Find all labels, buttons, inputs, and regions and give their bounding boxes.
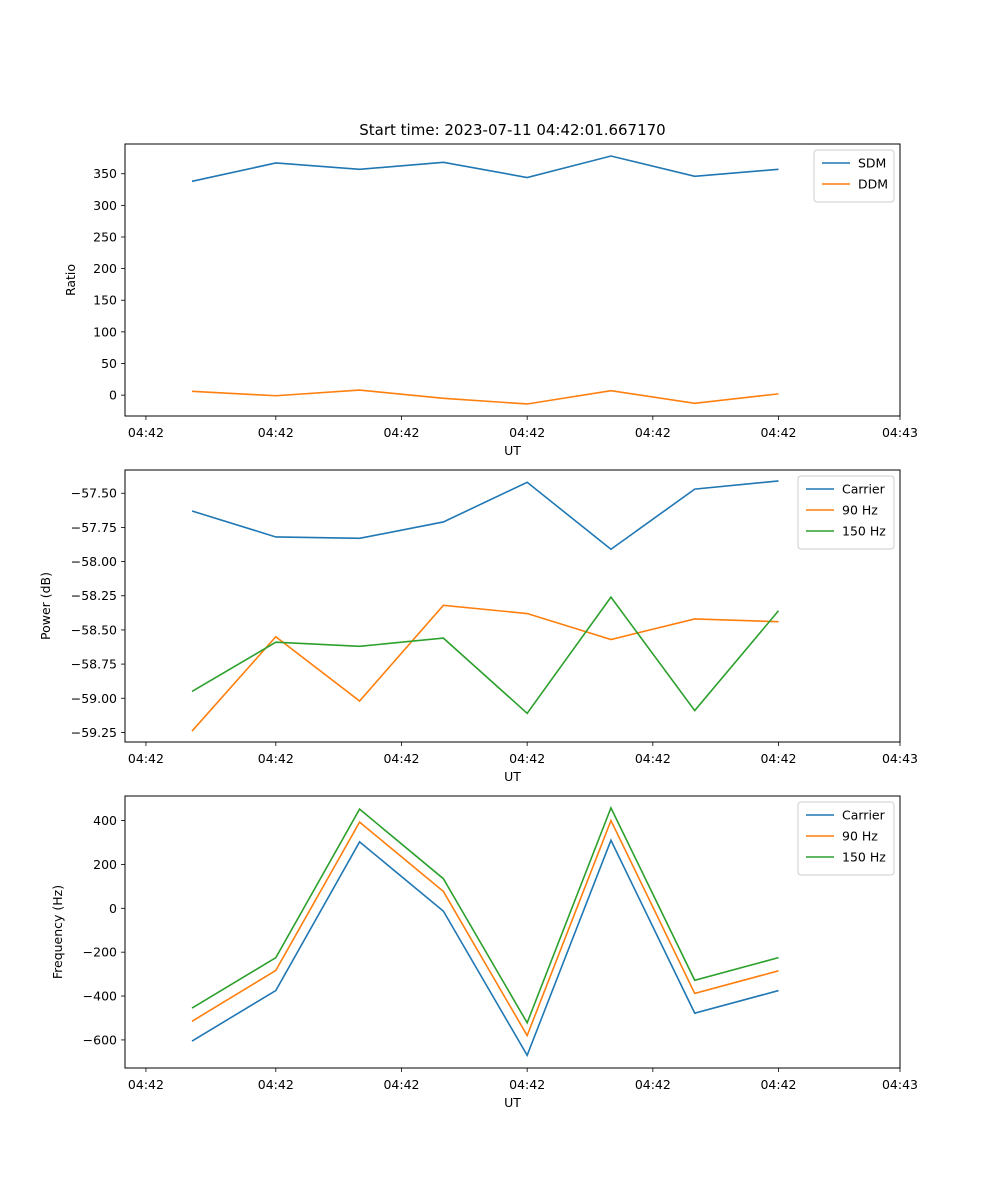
x-tick-label: 04:42 [258,1077,294,1092]
y-axis-label: Frequency (Hz) [50,885,65,979]
legend: SDM DDM [813,149,895,203]
legend-label: 90 Hz [842,829,878,844]
y-tick-label: 300 [93,198,117,213]
x-tick-label: 04:42 [760,1077,796,1092]
y-tick-label: −58.75 [71,657,117,672]
series-line-sdm [191,155,779,183]
x-tick-label: 04:42 [760,425,796,440]
series-line-150-hz [191,595,780,715]
legend-label: SDM [858,156,886,171]
x-tick-label: 04:42 [509,751,545,766]
x-tick-label: 04:42 [383,1077,419,1092]
y-tick-label: 200 [93,261,117,276]
x-tick-label: 04:42 [635,1077,671,1092]
x-tick-label: 04:43 [882,1077,918,1092]
y-tick-label: 150 [93,293,117,308]
y-tick-label: 0 [109,901,117,916]
x-tick-label: 04:42 [383,751,419,766]
series-line-90-hz [191,818,779,1038]
y-tick-label: −57.75 [71,520,117,535]
y-tick-label: −58.00 [71,554,117,569]
x-axis-label: UT [504,1095,521,1110]
chart-panel-2: 04:42 04:42 04:42 04:42 04:42 04:42 04:43 −57.5… [38,469,918,784]
x-tick-label: 04:42 [128,1077,164,1092]
x-tick-label: 04:42 [128,425,164,440]
y-tick-label: −600 [83,1032,117,1047]
x-tick-label: 04:42 [509,1077,545,1092]
chart-panel-3: 04:42 04:42 04:42 04:42 04:42 04:42 04:43 400 20… [50,795,918,1110]
x-tick-label: 04:42 [383,425,419,440]
series-line-carrier [191,480,779,551]
x-tick-label: 04:43 [882,425,918,440]
y-tick-label: 250 [93,229,117,244]
y-tick-label: 50 [101,356,117,371]
x-tick-label: 04:42 [258,425,294,440]
legend-label: DDM [858,177,888,192]
series-line-carrier [191,838,779,1058]
series-line-ddm [191,389,779,405]
y-tick-label: −400 [83,989,117,1004]
series-line-150-hz [191,805,779,1025]
y-axis-label: Ratio [63,264,78,296]
y-tick-label: 400 [93,813,117,828]
x-tick-label: 04:42 [509,425,545,440]
x-tick-label: 04:42 [635,425,671,440]
series-line-90-hz [191,604,779,732]
chart-panel-1: Start time: 2023-07-11 04:42:01.667170 04… [63,121,918,458]
legend: Carrier 90 Hz 150 Hz [797,801,895,876]
legend: Carrier 90 Hz 150 Hz [797,475,895,550]
x-tick-label: 04:42 [258,751,294,766]
legend-label: Carrier [842,482,886,497]
y-axis-label: Power (dB) [38,572,53,640]
y-tick-label: −58.25 [71,588,117,603]
y-tick-label: 0 [109,388,117,403]
y-tick-label: −200 [83,945,117,960]
x-tick-label: 04:42 [635,751,671,766]
legend-label: 90 Hz [842,503,878,518]
x-tick-label: 04:42 [128,751,164,766]
y-tick-label: 100 [93,324,117,339]
x-axis-label: UT [504,769,521,784]
x-tick-label: 04:43 [882,751,918,766]
y-tick-label: 200 [93,857,117,872]
x-tick-label: 04:42 [760,751,796,766]
axes-frame [124,143,901,417]
chart-title: Start time: 2023-07-11 04:42:01.667170 [359,121,665,139]
y-tick-label: −59.00 [71,691,117,706]
axes-frame [124,795,901,1069]
axes-frame [124,469,901,743]
y-tick-label: −57.50 [71,486,117,501]
legend-label: 150 Hz [842,524,886,539]
y-tick-label: −59.25 [71,725,117,740]
legend-label: 150 Hz [842,850,886,865]
y-tick-label: 350 [93,166,117,181]
x-axis-label: UT [504,443,521,458]
legend-label: Carrier [842,808,886,823]
y-tick-label: −58.50 [71,622,117,637]
